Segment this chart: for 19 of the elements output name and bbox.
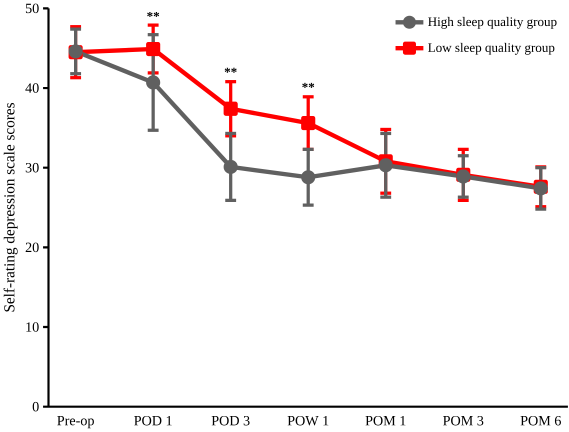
y-tick-label: 40 [25, 83, 39, 93]
x-tick-label: POD 1 [134, 416, 172, 426]
x-tick-label: POW 1 [288, 416, 328, 426]
x-tick-label: POD 3 [212, 416, 250, 426]
x-tick-label: POM 1 [366, 416, 406, 426]
annotation: ** [147, 12, 160, 18]
annotation: ** [224, 68, 237, 73]
x-tick-label: POM 6 [520, 416, 561, 426]
y-tick-label: 0 [32, 402, 39, 412]
y-tick-label: 50 [26, 4, 39, 14]
legend-label: High sleep quality group [428, 17, 557, 29]
x-tick-label: POM 3 [443, 416, 484, 426]
annotation: ** [302, 82, 314, 88]
y-tick-label: 30 [26, 163, 39, 173]
legend-label: Low sleep quality group [428, 42, 554, 55]
y-tick-label: 10 [26, 322, 39, 332]
y-tick-label: 20 [26, 242, 39, 252]
y-axis-title: Self-rating depression scale scores [4, 103, 18, 312]
x-tick-label: Pre-op [57, 416, 94, 428]
